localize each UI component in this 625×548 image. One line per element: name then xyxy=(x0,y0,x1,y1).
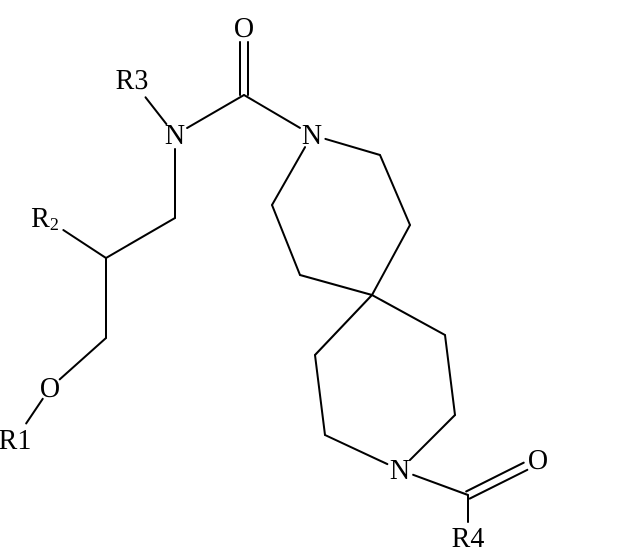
bond xyxy=(315,295,372,355)
bond xyxy=(372,225,410,295)
atom-label-N_left: N xyxy=(165,120,185,151)
bond xyxy=(187,95,244,128)
bond xyxy=(445,335,455,415)
bond xyxy=(60,338,106,379)
bond xyxy=(300,275,372,295)
atom-label-R3: R3 xyxy=(116,65,149,96)
bond xyxy=(106,218,175,258)
bond xyxy=(272,205,300,275)
bond xyxy=(413,475,468,495)
atom-label-R2: R2 xyxy=(31,203,59,235)
bond xyxy=(63,230,106,258)
bond xyxy=(244,95,300,128)
atom-label-O_ether: O xyxy=(40,373,60,404)
atom-label-N_ringA: N xyxy=(302,120,322,151)
bond xyxy=(372,295,445,335)
atom-label-R1: R1 xyxy=(0,425,31,456)
atom-label-N_ringB: N xyxy=(390,455,410,486)
bond xyxy=(272,147,305,205)
bond xyxy=(146,97,167,124)
atom-label-R4: R4 xyxy=(452,523,485,548)
bond xyxy=(380,155,410,225)
atom-label-O_top: O xyxy=(234,13,254,44)
atom-label-O_bot: O xyxy=(528,445,548,476)
bond xyxy=(325,139,380,155)
bond xyxy=(410,415,455,460)
bond xyxy=(325,435,387,464)
chemical-structure-diagram: O N R3 R2 O R1 N N O R4 xyxy=(0,0,625,548)
bond xyxy=(315,355,325,435)
